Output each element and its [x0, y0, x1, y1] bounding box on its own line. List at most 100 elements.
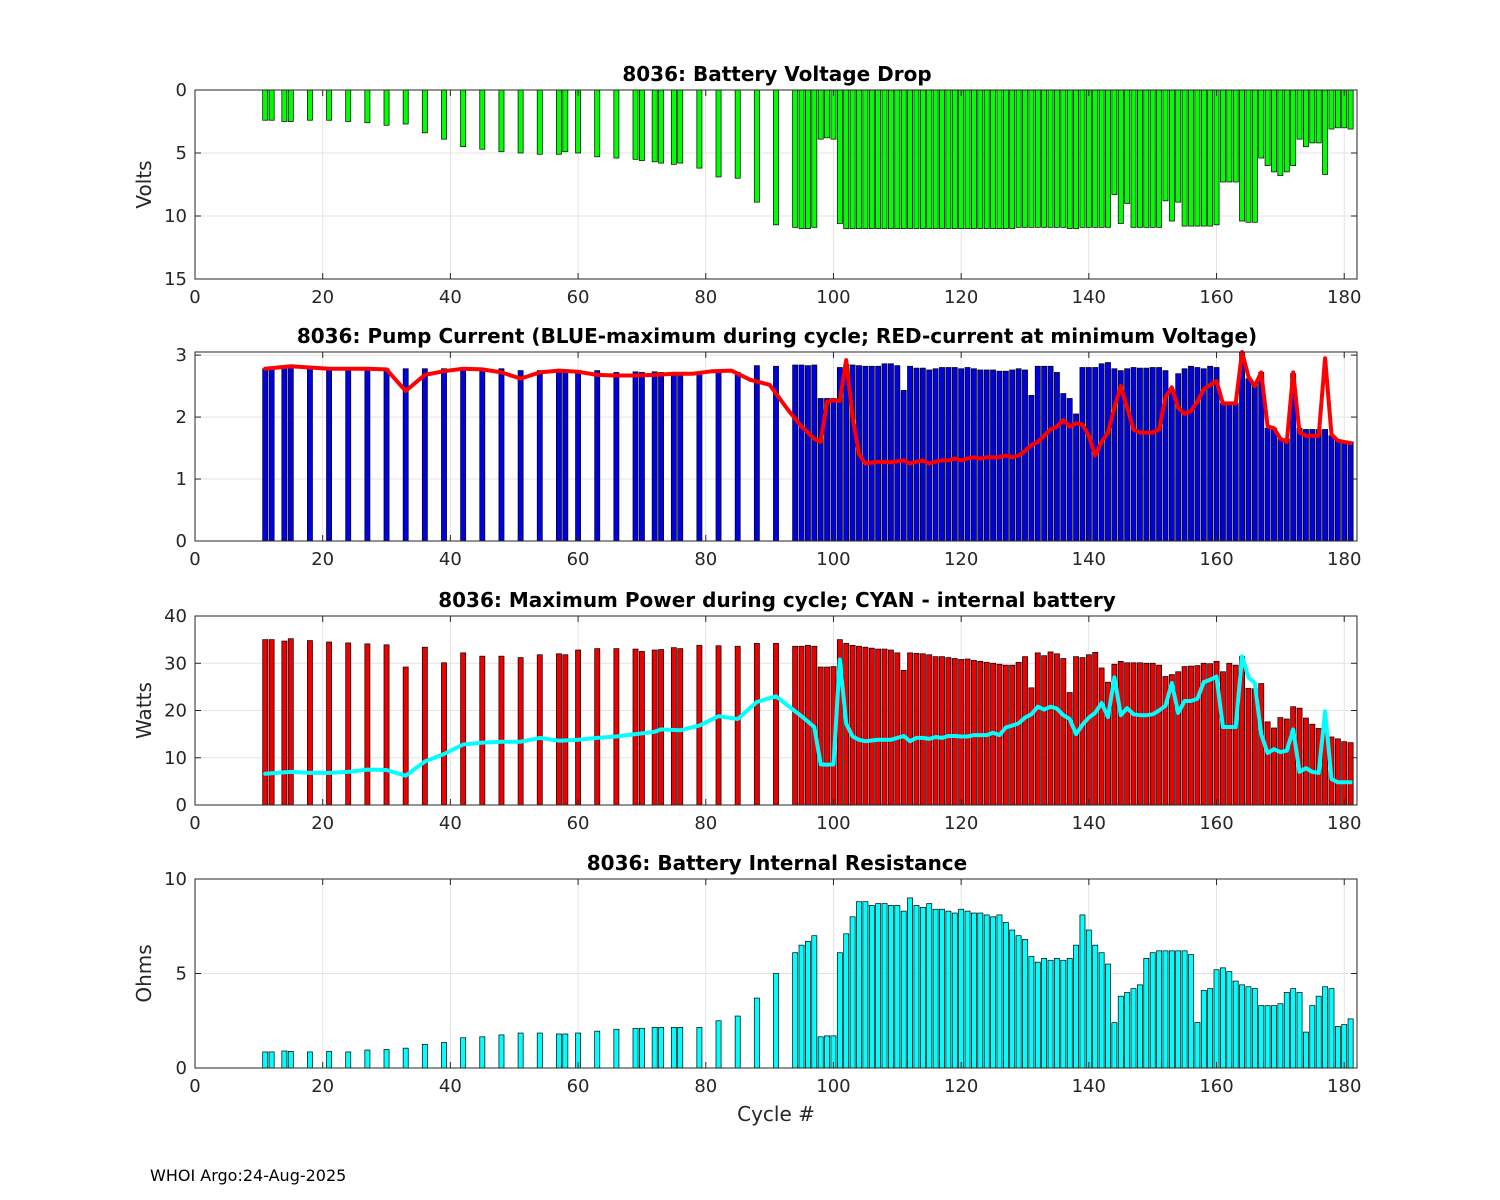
bar — [881, 903, 888, 1069]
y-tick-label: 20 — [164, 701, 187, 722]
bar — [811, 89, 818, 228]
bar — [715, 1020, 722, 1069]
bar — [971, 912, 977, 1069]
bar — [798, 364, 805, 542]
bar — [1322, 429, 1328, 542]
bar — [1130, 367, 1137, 542]
x-tick-label: 80 — [694, 549, 717, 570]
bar — [1022, 656, 1028, 806]
bar — [868, 89, 875, 229]
bar — [939, 367, 945, 542]
bar — [1213, 89, 1220, 226]
bar — [421, 89, 428, 134]
bar — [811, 935, 818, 1069]
bar — [843, 89, 850, 229]
bar — [1124, 89, 1131, 204]
bar — [868, 647, 875, 806]
bar — [1290, 706, 1297, 806]
bar — [1002, 664, 1009, 806]
bar — [1283, 438, 1290, 542]
bar — [696, 1027, 703, 1069]
bar — [517, 1032, 524, 1069]
bar — [670, 1027, 677, 1069]
bar — [843, 933, 850, 1069]
x-tick-label: 120 — [944, 287, 978, 308]
bar — [1060, 393, 1067, 542]
bar — [875, 903, 882, 1069]
bar — [773, 643, 779, 806]
bar — [1181, 950, 1188, 1069]
bar — [856, 645, 862, 806]
bar — [964, 89, 971, 229]
bar — [1226, 662, 1233, 806]
bar — [575, 89, 581, 154]
bar — [1309, 1005, 1316, 1069]
bar — [1105, 362, 1111, 542]
bar — [1041, 958, 1048, 1069]
y-axis-label: Watts — [132, 682, 156, 739]
bar — [996, 914, 1003, 1069]
bar — [562, 1033, 569, 1069]
x-tick-label: 60 — [567, 1076, 590, 1097]
bar — [888, 649, 894, 806]
bar — [1264, 89, 1271, 166]
bar — [1207, 89, 1214, 227]
bar — [913, 367, 920, 542]
bar — [836, 952, 843, 1069]
bar — [1130, 988, 1137, 1069]
x-tick-label: 180 — [1327, 287, 1361, 308]
x-tick-label: 40 — [439, 549, 462, 570]
bar — [951, 367, 958, 542]
bar — [907, 89, 913, 229]
bar — [1226, 89, 1233, 183]
bar — [632, 648, 639, 806]
bar — [1092, 652, 1099, 806]
bar — [345, 368, 352, 542]
bar — [1137, 367, 1143, 542]
bar — [421, 646, 428, 806]
bar — [670, 89, 677, 165]
bar — [345, 1051, 352, 1069]
bar — [1207, 988, 1214, 1069]
bar — [753, 997, 760, 1069]
bar — [632, 371, 639, 542]
bar — [849, 89, 856, 229]
bar — [1079, 657, 1086, 806]
bar — [1334, 1026, 1341, 1069]
bar — [556, 89, 562, 155]
bar — [1117, 661, 1124, 806]
bar — [326, 368, 332, 542]
bar — [632, 1027, 639, 1069]
bar — [715, 89, 722, 178]
bar — [1245, 378, 1252, 542]
bar — [1041, 89, 1048, 228]
bar — [1060, 959, 1067, 1069]
bar — [792, 952, 799, 1069]
bar — [498, 368, 505, 542]
bar — [958, 659, 965, 806]
bar — [658, 372, 664, 542]
bar — [862, 901, 869, 1069]
bar — [817, 89, 824, 140]
bar — [1066, 958, 1073, 1069]
bar — [996, 89, 1003, 229]
bar — [460, 368, 467, 542]
bar — [1156, 367, 1162, 542]
bar — [441, 368, 447, 542]
bar — [1054, 958, 1060, 1069]
bar — [562, 370, 569, 542]
bar — [798, 645, 805, 806]
y-tick-label: 0 — [176, 1058, 187, 1079]
bar — [639, 372, 645, 542]
bar — [658, 649, 664, 806]
bar — [1207, 663, 1214, 806]
x-tick-label: 80 — [694, 287, 717, 308]
x-tick-label: 140 — [1072, 1076, 1106, 1097]
bar — [983, 914, 990, 1069]
bar — [734, 645, 741, 806]
bar — [900, 910, 907, 1069]
x-tick-label: 80 — [694, 813, 717, 834]
bar — [402, 89, 409, 125]
bar — [364, 1049, 371, 1069]
x-tick-label: 0 — [189, 1076, 200, 1097]
